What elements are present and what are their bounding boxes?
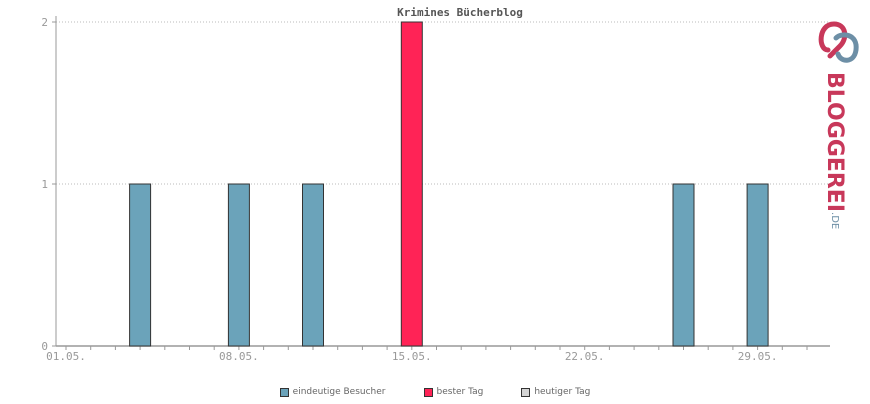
y-tick-label: 1 (41, 178, 48, 191)
legend-swatch (521, 387, 531, 397)
tick-labels: 0 1 2 01.05. 08.05. 15.05. 22.05. 29.05. (41, 16, 777, 363)
legend-item: heutiger Tag (521, 384, 590, 400)
legend-item: eindeutige Besucher (279, 384, 386, 400)
x-tick-label: 15.05. (392, 350, 432, 363)
grid-lines (56, 21, 830, 185)
x-tick-label: 22.05. (565, 350, 605, 363)
legend-item: bester Tag (423, 384, 484, 400)
bloggerei-logo: BLOGGEREI.DE (808, 16, 868, 229)
axes (52, 16, 830, 350)
x-tick-label: 08.05. (219, 350, 259, 363)
bars (129, 21, 769, 347)
bar (400, 21, 423, 347)
legend-swatch (279, 387, 289, 397)
bar (302, 183, 324, 347)
bloggerei-logo-text: BLOGGEREI.DE (822, 72, 847, 229)
chart-title: Krimines Bücherblog (397, 6, 523, 19)
x-tick-label: 01.05. (46, 350, 86, 363)
bar (672, 183, 695, 347)
legend-label: bester Tag (436, 387, 484, 397)
bar (746, 183, 769, 347)
bar (129, 183, 152, 347)
legend-label: heutiger Tag (534, 387, 591, 397)
bloggerei-logo-icon (818, 21, 859, 63)
bar (227, 183, 250, 347)
chart-legend: eindeutige Besucher bester Tag heutiger Ta… (0, 384, 870, 400)
legend-label: eindeutige Besucher (292, 387, 386, 397)
y-tick-label: 0 (41, 340, 48, 353)
logo-main-text: BLOGGEREI (822, 72, 847, 213)
x-tick-label: 29.05. (738, 350, 778, 363)
y-tick-label: 2 (41, 16, 48, 29)
legend-swatch (423, 387, 433, 397)
logo-sub-text: .DE (829, 212, 840, 230)
